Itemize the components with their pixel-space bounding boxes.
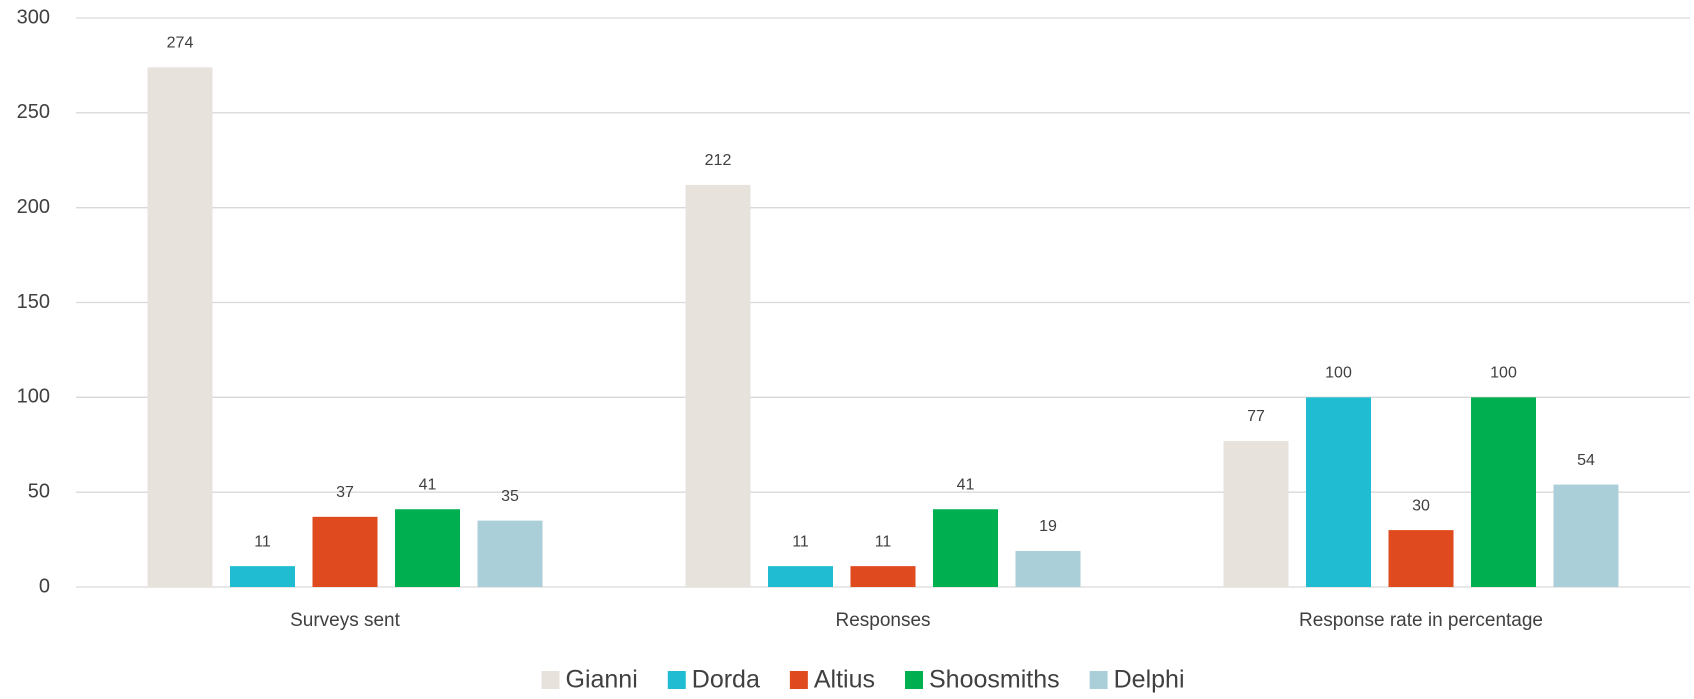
bar [312, 516, 378, 587]
data-label: 274 [167, 35, 194, 52]
data-label: 100 [1490, 365, 1517, 382]
bar [685, 184, 751, 587]
legend-swatch [789, 671, 808, 689]
y-tick-label: 100 [17, 386, 50, 408]
y-tick-label: 150 [17, 291, 50, 313]
data-label: 37 [336, 484, 354, 501]
x-tick-label: Response rate in percentage [1299, 610, 1543, 631]
data-label: 19 [1039, 518, 1057, 535]
y-tick-label: 200 [17, 196, 50, 218]
bar [1471, 397, 1536, 587]
y-tick-label: 300 [17, 6, 50, 28]
bar [395, 509, 460, 587]
y-tick-label: 250 [17, 101, 50, 123]
data-label: 54 [1577, 452, 1595, 469]
data-label: 11 [875, 533, 892, 550]
data-label: 11 [254, 533, 271, 550]
data-label: 35 [501, 488, 519, 505]
x-tick-label: Surveys sent [290, 610, 401, 631]
data-label: 41 [419, 476, 437, 493]
data-label: 212 [705, 152, 732, 169]
legend-label: Delphi [1114, 666, 1185, 694]
legend-swatch [667, 671, 686, 689]
bar [1388, 530, 1454, 587]
legend-swatch [905, 671, 923, 689]
bar [933, 509, 998, 587]
bar [850, 566, 916, 587]
bar [1306, 397, 1371, 587]
bar [1553, 484, 1619, 587]
data-label: 77 [1247, 408, 1265, 425]
bar [768, 566, 833, 587]
data-label: 30 [1412, 497, 1430, 514]
bar [1015, 550, 1081, 587]
y-tick-label: 0 [39, 575, 50, 597]
y-tick-label: 50 [28, 480, 50, 502]
bar [147, 67, 213, 587]
data-label: 100 [1325, 365, 1352, 382]
data-label: 41 [957, 476, 975, 493]
legend-label: Shoosmiths [929, 666, 1060, 694]
legend-label: Gianni [566, 666, 638, 694]
legend-swatch [541, 671, 560, 689]
x-tick-label: Responses [835, 610, 930, 631]
legend-swatch [1089, 671, 1108, 689]
bar [230, 566, 295, 587]
bar [1223, 440, 1289, 587]
legend-label: Altius [814, 666, 875, 694]
legend-label: Dorda [692, 666, 760, 694]
bar [477, 520, 543, 587]
data-label: 11 [792, 533, 809, 550]
